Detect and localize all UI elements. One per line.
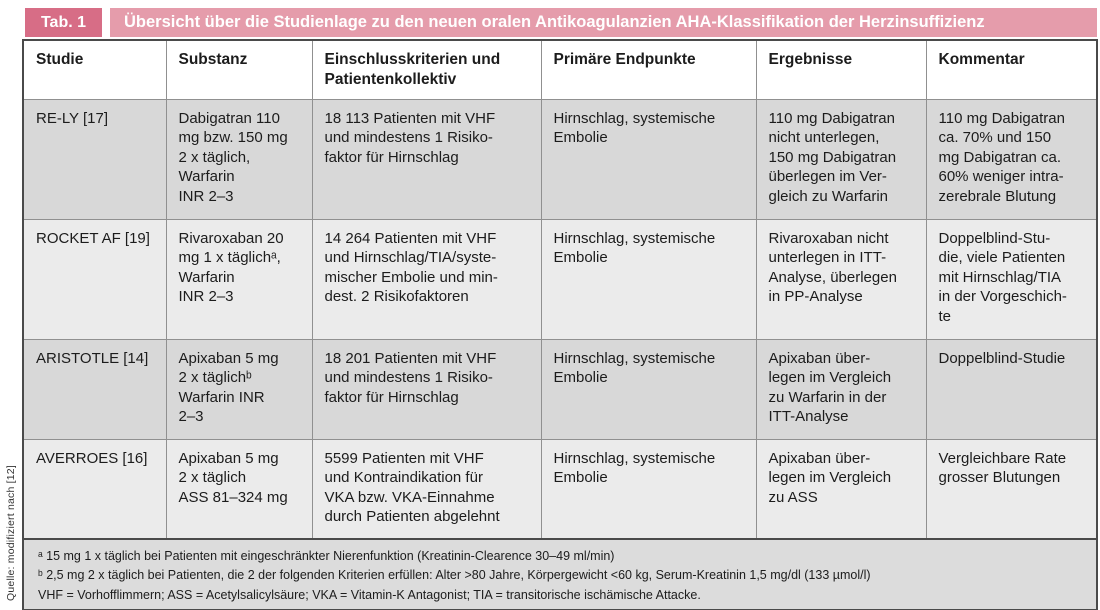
cell-ergebnisse: 110 mg Dabigatran nicht unterlegen, 150 … xyxy=(755,98,927,220)
cell-einschlusskriterien: 18 201 Patienten mit VHF und mindestens … xyxy=(311,338,542,440)
cell-endpunkte: Hirnschlag, systemische Embolie xyxy=(540,98,757,220)
cell-substanz: Dabigatran 110 mg bzw. 150 mg 2 x täglic… xyxy=(165,98,313,220)
cell-substanz: Rivaroxaban 20 mg 1 x täglichᵃ, Warfarin… xyxy=(165,218,313,340)
table-row-rocket-af: ROCKET AF [19] Rivaroxaban 20 mg 1 x täg… xyxy=(22,218,1098,340)
column-header-kommentar: Kommentar xyxy=(925,39,1098,100)
column-header-studie: Studie xyxy=(22,39,167,100)
cell-ergebnisse: Apixaban über- legen im Vergleich zu ASS xyxy=(755,438,927,540)
source-citation: Quelle: modifiziert nach [12] xyxy=(5,465,17,601)
cell-endpunkte: Hirnschlag, systemische Embolie xyxy=(540,218,757,340)
column-header-endpunkte: Primäre Endpunkte xyxy=(540,39,757,100)
cell-studie: RE-LY [17] xyxy=(22,98,167,220)
footnote-abbreviations: VHF = Vorhofflimmern; ASS = Acetylsalicy… xyxy=(38,587,701,602)
cell-studie: AVERROES [16] xyxy=(22,438,167,540)
cell-substanz: Apixaban 5 mg 2 x täglichᵇ Warfarin INR … xyxy=(165,338,313,440)
tab-number-badge: Tab. 1 xyxy=(25,8,102,37)
footnote-section: ᵃ 15 mg 1 x täglich bei Patienten mit ei… xyxy=(22,537,1098,610)
cell-endpunkte: Hirnschlag, systemische Embolie xyxy=(540,438,757,540)
cell-kommentar: Vergleichbare Rate grosser Blutungen xyxy=(925,438,1098,540)
footnote-row: ᵃ 15 mg 1 x täglich bei Patienten mit ei… xyxy=(22,537,1098,610)
footnote-b: ᵇ 2,5 mg 2 x täglich bei Patienten, die … xyxy=(38,568,871,583)
cell-einschlusskriterien: 5599 Patienten mit VHF und Kontraindikat… xyxy=(311,438,542,540)
column-header-ergebnisse: Ergebnisse xyxy=(755,39,927,100)
cell-kommentar: 110 mg Dabigatran ca. 70% und 150 mg Dab… xyxy=(925,98,1098,220)
cell-ergebnisse: Rivaroxaban nicht unterlegen in ITT- Ana… xyxy=(755,218,927,340)
cell-kommentar: Doppelblind-Studie xyxy=(925,338,1098,440)
table-header-row: Studie Substanz Einschlusskriterien und … xyxy=(22,39,1098,100)
cell-ergebnisse: Apixaban über- legen im Vergleich zu War… xyxy=(755,338,927,440)
cell-studie: ARISTOTLE [14] xyxy=(22,338,167,440)
cell-studie: ROCKET AF [19] xyxy=(22,218,167,340)
cell-einschlusskriterien: 14 264 Patienten mit VHF und Hirnschlag/… xyxy=(311,218,542,340)
column-header-einschlusskriterien: Einschlusskriterien und Patientenkollekt… xyxy=(311,39,542,100)
table-row-averroes: AVERROES [16] Apixaban 5 mg 2 x täglich … xyxy=(22,438,1098,540)
cell-einschlusskriterien: 18 113 Patienten mit VHF und mindestens … xyxy=(311,98,542,220)
table-row-rely: RE-LY [17] Dabigatran 110 mg bzw. 150 mg… xyxy=(22,98,1098,220)
cell-kommentar: Doppelblind-Stu- die, viele Patienten mi… xyxy=(925,218,1098,340)
studies-table: Studie Substanz Einschlusskriterien und … xyxy=(22,39,1098,610)
figure-header: Tab. 1 Übersicht über die Studienlage zu… xyxy=(25,8,1097,37)
table-row-aristotle: ARISTOTLE [14] Apixaban 5 mg 2 x täglich… xyxy=(22,338,1098,440)
footnote-a: ᵃ 15 mg 1 x täglich bei Patienten mit ei… xyxy=(38,549,615,563)
column-header-substanz: Substanz xyxy=(165,39,313,100)
cell-endpunkte: Hirnschlag, systemische Embolie xyxy=(540,338,757,440)
header-gap xyxy=(102,8,110,37)
cell-substanz: Apixaban 5 mg 2 x täglich ASS 81–324 mg xyxy=(165,438,313,540)
figure-title: Übersicht über die Studienlage zu den ne… xyxy=(110,8,1097,37)
